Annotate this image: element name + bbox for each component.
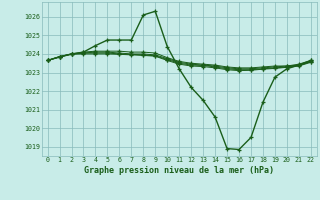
X-axis label: Graphe pression niveau de la mer (hPa): Graphe pression niveau de la mer (hPa) [84,166,274,175]
